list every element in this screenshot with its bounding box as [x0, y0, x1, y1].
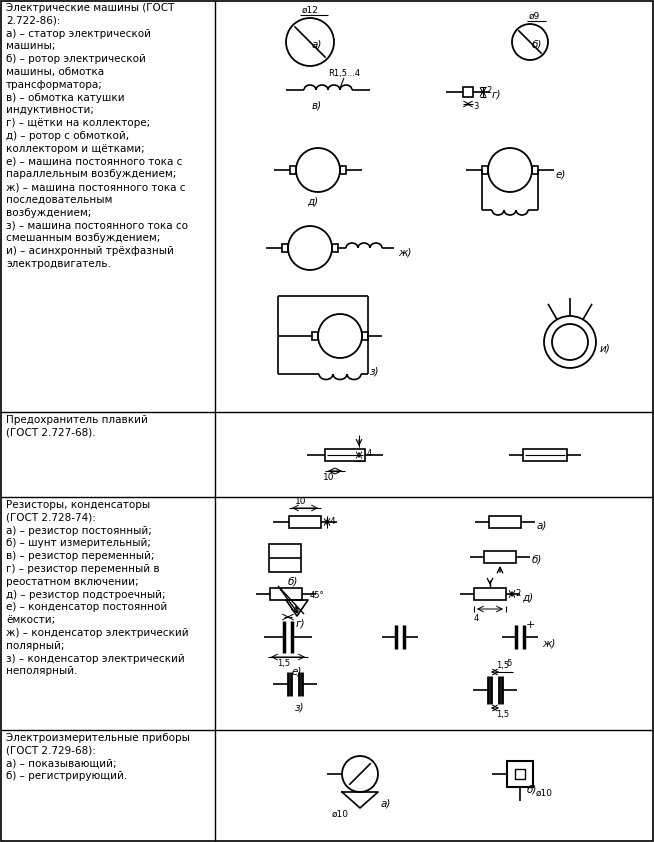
Text: д): д)	[522, 592, 533, 602]
Text: и): и)	[600, 343, 611, 353]
Text: 45°: 45°	[310, 591, 324, 600]
Text: δ: δ	[507, 659, 512, 668]
Text: ж): ж)	[542, 638, 555, 648]
Text: 1,5: 1,5	[496, 661, 509, 670]
Text: 4: 4	[330, 518, 336, 526]
Text: е): е)	[292, 667, 302, 677]
Text: 10: 10	[295, 497, 307, 506]
Text: ø10: ø10	[332, 810, 349, 819]
Bar	[282, 244, 288, 252]
Text: ø10: ø10	[536, 789, 553, 798]
Text: з): з)	[370, 366, 379, 376]
Text: г): г)	[296, 619, 305, 629]
Text: ø12: ø12	[302, 6, 319, 15]
Bar	[289, 516, 321, 528]
Bar	[269, 544, 301, 572]
Text: а): а)	[312, 39, 322, 49]
Text: Резисторы, конденсаторы
(ГОСТ 2.728-74):
а) – резистор постоянный;
б) – шунт изм: Резисторы, конденсаторы (ГОСТ 2.728-74):…	[6, 500, 188, 676]
Bar	[515, 769, 525, 779]
Bar	[507, 761, 533, 787]
Text: 1,5: 1,5	[277, 659, 290, 668]
Text: б): б)	[532, 555, 542, 565]
Text: 1,5: 1,5	[496, 710, 509, 719]
Text: б): б)	[288, 576, 298, 586]
Bar	[325, 449, 365, 461]
Text: б): б)	[532, 39, 542, 49]
Bar	[312, 332, 318, 340]
Text: ø9: ø9	[529, 12, 540, 21]
Text: г): г)	[492, 89, 502, 99]
Text: +: +	[526, 620, 536, 630]
Text: 4: 4	[367, 449, 372, 457]
Bar	[484, 551, 516, 563]
Bar	[290, 166, 296, 174]
Bar	[362, 332, 368, 340]
Bar	[270, 588, 302, 600]
Text: R1,5...4: R1,5...4	[328, 69, 360, 78]
Bar	[332, 244, 338, 252]
Text: 3: 3	[473, 102, 478, 111]
Text: а): а)	[537, 520, 547, 530]
Text: д): д)	[307, 196, 318, 206]
Text: 2: 2	[515, 589, 520, 599]
Bar	[474, 588, 506, 600]
Text: 4: 4	[474, 614, 479, 623]
Text: з): з)	[295, 702, 305, 712]
Text: в): в)	[312, 100, 322, 110]
Text: Электроизмерительные приборы
(ГОСТ 2.729-68):
а) – показывающий;
б) – регистриру: Электроизмерительные приборы (ГОСТ 2.729…	[6, 733, 190, 781]
Bar	[482, 166, 488, 174]
Text: е): е)	[556, 169, 566, 179]
Bar	[340, 166, 346, 174]
Text: ж): ж)	[398, 247, 411, 257]
Text: а): а)	[381, 799, 391, 809]
Bar	[523, 449, 567, 461]
Text: 2: 2	[486, 86, 491, 94]
Text: б): б)	[527, 785, 538, 795]
Text: Электрические машины (ГОСТ
2.722-86):
а) – статор электрической
машины;
б) – рот: Электрические машины (ГОСТ 2.722-86): а)…	[6, 3, 188, 269]
Text: δ: δ	[294, 606, 299, 615]
Text: Предохранитель плавкий
(ГОСТ 2.727-68).: Предохранитель плавкий (ГОСТ 2.727-68).	[6, 415, 148, 438]
Bar	[532, 166, 538, 174]
Bar	[489, 516, 521, 528]
Bar	[463, 87, 473, 97]
Text: 10: 10	[323, 473, 335, 482]
